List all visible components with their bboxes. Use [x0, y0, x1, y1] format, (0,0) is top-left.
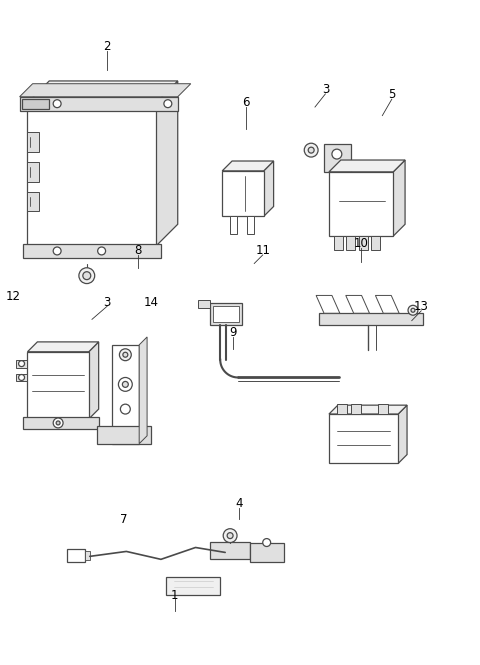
- Bar: [222, 171, 264, 216]
- Bar: [199, 301, 210, 309]
- Circle shape: [53, 247, 61, 255]
- Polygon shape: [329, 405, 407, 414]
- Bar: [334, 236, 343, 250]
- Circle shape: [19, 360, 24, 366]
- Bar: [213, 307, 239, 322]
- Bar: [250, 543, 285, 563]
- Text: 13: 13: [414, 300, 429, 313]
- Circle shape: [164, 100, 172, 108]
- Bar: [22, 98, 49, 108]
- Text: 5: 5: [388, 88, 396, 101]
- Circle shape: [79, 268, 95, 283]
- Circle shape: [97, 247, 106, 255]
- Text: 10: 10: [354, 237, 369, 250]
- Circle shape: [53, 418, 63, 428]
- Bar: [111, 345, 139, 444]
- Polygon shape: [329, 160, 405, 172]
- Circle shape: [263, 539, 271, 547]
- Circle shape: [120, 404, 130, 414]
- Polygon shape: [375, 295, 399, 313]
- Circle shape: [408, 305, 418, 315]
- Bar: [319, 313, 423, 325]
- Bar: [16, 360, 27, 368]
- Polygon shape: [27, 342, 99, 352]
- Text: 4: 4: [235, 497, 243, 510]
- Circle shape: [411, 309, 415, 313]
- Text: 6: 6: [242, 96, 250, 109]
- Circle shape: [53, 100, 61, 108]
- Bar: [67, 549, 85, 563]
- Polygon shape: [324, 144, 351, 172]
- Bar: [96, 426, 151, 444]
- Circle shape: [83, 272, 91, 279]
- Bar: [27, 132, 39, 152]
- Text: 11: 11: [255, 244, 270, 257]
- Polygon shape: [393, 160, 405, 236]
- Text: 8: 8: [134, 244, 142, 257]
- Circle shape: [56, 421, 60, 425]
- Bar: [372, 236, 380, 250]
- Bar: [27, 162, 39, 182]
- Circle shape: [332, 149, 342, 159]
- Bar: [210, 541, 250, 559]
- Polygon shape: [27, 81, 178, 102]
- Bar: [27, 102, 156, 246]
- Circle shape: [19, 374, 24, 380]
- Polygon shape: [346, 295, 370, 313]
- Polygon shape: [222, 161, 274, 171]
- Bar: [378, 404, 388, 414]
- Circle shape: [120, 349, 131, 360]
- Text: 12: 12: [6, 290, 21, 303]
- Circle shape: [227, 533, 233, 539]
- Text: 1: 1: [171, 589, 178, 602]
- Text: 2: 2: [103, 40, 111, 53]
- Polygon shape: [89, 342, 99, 419]
- Bar: [16, 374, 27, 382]
- Text: 9: 9: [229, 326, 237, 339]
- Polygon shape: [398, 405, 407, 464]
- Text: 14: 14: [144, 297, 158, 309]
- Bar: [23, 417, 99, 429]
- Circle shape: [223, 529, 237, 543]
- Circle shape: [119, 378, 132, 391]
- Bar: [247, 216, 254, 234]
- Bar: [85, 551, 90, 561]
- Bar: [166, 577, 220, 595]
- Polygon shape: [316, 295, 340, 313]
- Bar: [230, 216, 237, 234]
- Bar: [351, 404, 360, 414]
- Bar: [329, 414, 398, 464]
- Circle shape: [123, 352, 128, 357]
- Polygon shape: [20, 84, 191, 97]
- Polygon shape: [156, 81, 178, 246]
- Text: 3: 3: [322, 83, 329, 96]
- Text: 3: 3: [104, 297, 111, 309]
- Bar: [20, 97, 178, 110]
- Bar: [346, 236, 355, 250]
- Bar: [23, 244, 161, 258]
- Circle shape: [308, 147, 314, 153]
- Bar: [329, 172, 393, 236]
- Bar: [337, 404, 347, 414]
- Circle shape: [122, 382, 128, 387]
- Bar: [27, 192, 39, 211]
- Text: 7: 7: [120, 513, 128, 526]
- Bar: [27, 352, 89, 419]
- Polygon shape: [264, 161, 274, 216]
- Polygon shape: [139, 337, 147, 444]
- Bar: [359, 236, 368, 250]
- Circle shape: [304, 143, 318, 157]
- Bar: [210, 303, 242, 325]
